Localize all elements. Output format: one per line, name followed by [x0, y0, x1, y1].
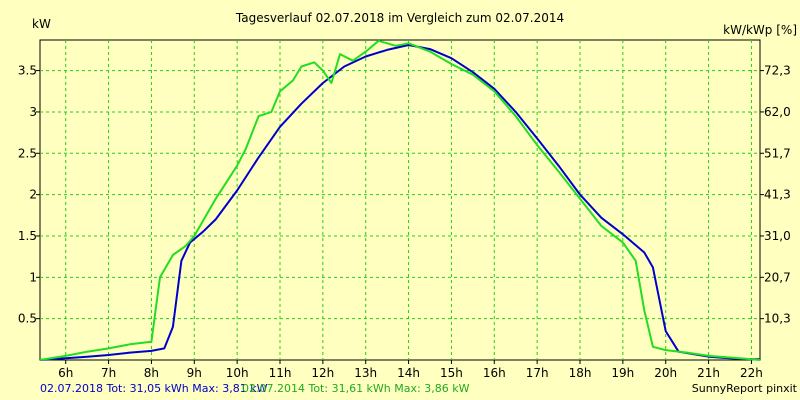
- x-tick-label: 15h: [440, 366, 463, 380]
- x-tick-label: 17h: [526, 366, 549, 380]
- x-tick-label: 7h: [101, 366, 116, 380]
- x-tick-label: 12h: [311, 366, 334, 380]
- y-tick-label-right: 62,0: [764, 105, 791, 119]
- y-tick-label-left: 0.5: [18, 312, 37, 326]
- y-tick-label-right: 72,3: [764, 64, 791, 78]
- legend-series-2018: 02.07.2018 Tot: 31,05 kWh Max: 3,81 kW: [40, 382, 268, 395]
- x-tick-label: 13h: [354, 366, 377, 380]
- y-axis-label-right: kW/kWp [%]: [723, 23, 797, 37]
- x-tick-label: 9h: [187, 366, 202, 380]
- plot-area: [39, 39, 761, 361]
- x-tick-label: 19h: [611, 366, 634, 380]
- x-tick-label: 11h: [269, 366, 292, 380]
- y-tick-label-left: 3.5: [18, 64, 37, 78]
- x-tick-label: 8h: [144, 366, 159, 380]
- y-tick-label-right: 20,7: [764, 270, 791, 284]
- y-tick-label-left: 2.5: [18, 146, 37, 160]
- x-tick-label: 20h: [654, 366, 677, 380]
- x-tick-label: 6h: [58, 366, 73, 380]
- source-label: SunnyReport pinxit: [692, 382, 798, 395]
- y-tick-label-left: 2: [29, 188, 37, 202]
- y-tick-label-left: 1.5: [18, 229, 37, 243]
- y-axis-label-left: kW: [32, 17, 51, 31]
- x-tick-label: 18h: [569, 366, 592, 380]
- y-tick-label-right: 10,3: [764, 312, 791, 326]
- y-tick-label-left: 1: [29, 270, 37, 284]
- x-tick-label: 22h: [740, 366, 763, 380]
- chart-title: Tagesverlauf 02.07.2018 im Vergleich zum…: [235, 11, 564, 25]
- legend-series-2014: 02.07.2014 Tot: 31,61 kWh Max: 3,86 kW: [242, 382, 470, 395]
- series-line-2014: [39, 39, 761, 361]
- y-ticks-left: 0.5 1 1.5 2 2.5 3 3.5: [18, 64, 40, 326]
- grid: [40, 40, 760, 360]
- y-tick-label-left: 3: [29, 105, 37, 119]
- x-tick-label: 21h: [697, 366, 720, 380]
- x-tick-label: 16h: [483, 366, 506, 380]
- y-tick-label-right: 31,0: [764, 229, 791, 243]
- x-ticks: 6h 7h 8h 9h 10h 11h 12h 13h 14h 15h 16h 17h 18h 19h 20…: [58, 360, 763, 380]
- y-tick-label-right: 51,7: [764, 146, 791, 160]
- series-lines: [39, 39, 761, 361]
- series-line-2018: [39, 44, 760, 361]
- y-tick-label-right: 41,3: [764, 188, 791, 202]
- x-tick-label: 10h: [226, 366, 249, 380]
- x-tick-label: 14h: [397, 366, 420, 380]
- y-ticks-right: 10,3 20,7 31,0 41,3 51,7 62,0 72,3: [760, 64, 791, 326]
